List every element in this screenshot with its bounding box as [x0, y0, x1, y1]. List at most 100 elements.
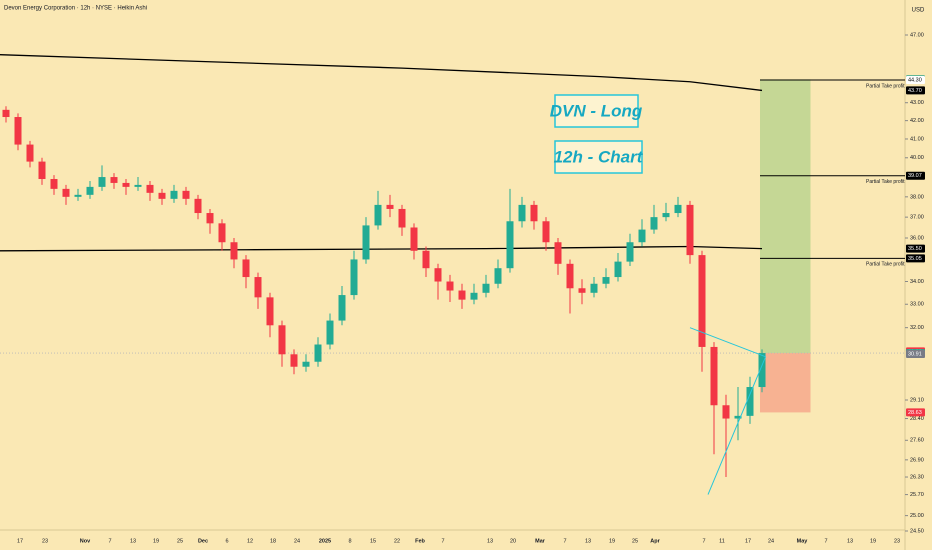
candle-body: [734, 415, 742, 419]
candle-body: [722, 405, 730, 419]
candle-body: [614, 261, 622, 278]
price-tag: [906, 171, 925, 180]
x-tick-label: 15: [370, 538, 376, 544]
x-tick-label: 22: [394, 538, 400, 544]
chart-title: Devon Energy Corporation · 12h · NYSE · …: [4, 6, 147, 12]
stop-zone: [760, 353, 811, 413]
x-tick-label: 24: [768, 538, 774, 544]
trend-line: [689, 327, 766, 358]
candle-body: [158, 192, 166, 199]
price-tag-label: 43.70: [908, 88, 922, 94]
x-tick-label: 12: [247, 538, 253, 544]
candle-body: [50, 179, 58, 189]
y-tick-label: 41.00: [910, 136, 924, 142]
x-tick-label: 7: [563, 538, 566, 544]
candle-body: [302, 361, 310, 367]
y-tick-label: 25.00: [910, 513, 924, 519]
x-tick-label: 13: [487, 538, 493, 544]
candle-body: [98, 177, 106, 187]
y-tick-label: 29.10: [910, 397, 924, 403]
price-tag: [906, 244, 925, 253]
candle-body: [242, 259, 250, 278]
candle-body: [278, 325, 286, 355]
y-tick-label: 28.40: [910, 416, 924, 422]
price-tag: [906, 350, 925, 359]
x-tick-label: 24: [294, 538, 300, 544]
x-tick-label: 17: [17, 538, 23, 544]
x-tick-label: 13: [847, 538, 853, 544]
x-tick-label: 7: [824, 538, 827, 544]
x-tick-label: 2025: [319, 538, 331, 544]
candle-body: [218, 223, 226, 243]
level-label: Partial Take profit: [866, 83, 905, 89]
price-tag-label: 44.30: [908, 77, 922, 83]
price-tag: [906, 86, 925, 95]
candle-body: [230, 242, 238, 260]
candle-body: [2, 109, 10, 118]
currency: USD: [912, 8, 925, 14]
price-tag: [906, 76, 925, 85]
note-box: [554, 94, 639, 128]
candle-body: [410, 227, 418, 251]
price-tag-label: 35.50: [908, 246, 922, 252]
x-tick-label: Apr: [650, 538, 660, 544]
candle-body: [170, 190, 178, 199]
candle-body: [434, 268, 442, 282]
candle-body: [566, 263, 574, 289]
x-tick-label: 25: [177, 538, 183, 544]
y-tick-label: 47.00: [910, 32, 924, 38]
candle-body: [674, 204, 682, 214]
x-tick-label: 23: [42, 538, 48, 544]
candle-body: [338, 295, 346, 321]
candle-body: [362, 225, 370, 260]
candle-body: [638, 229, 646, 243]
candle-body: [290, 354, 298, 367]
candle-body: [326, 320, 334, 345]
x-tick-label: 25: [632, 538, 638, 544]
candle-body: [494, 268, 502, 284]
candle-body: [122, 182, 130, 187]
x-tick-label: Feb: [415, 538, 425, 544]
candle-body: [206, 213, 214, 224]
candle-body: [422, 250, 430, 269]
candle-body: [554, 242, 562, 264]
x-tick-label: 7: [702, 538, 705, 544]
y-tick-label: 34.00: [910, 279, 924, 285]
candle-body: [602, 277, 610, 284]
candle-body: [14, 117, 22, 145]
price-tag-label: 39.07: [908, 173, 922, 179]
candle-body: [530, 204, 538, 222]
candle-body: [266, 297, 274, 326]
y-tick-label: 42.00: [910, 118, 924, 124]
candle-body: [446, 281, 454, 291]
candle-body: [746, 387, 754, 416]
y-tick-label: 24.50: [910, 528, 924, 534]
candle-body: [662, 213, 670, 218]
note-box: [554, 140, 643, 174]
x-tick-label: 13: [585, 538, 591, 544]
candle-body: [314, 344, 322, 362]
candle-body: [386, 204, 394, 209]
y-tick-label: 40.00: [910, 155, 924, 161]
candle-body: [758, 353, 766, 388]
x-tick-label: 20: [510, 538, 516, 544]
candle-body: [542, 221, 550, 243]
candle-body: [458, 290, 466, 300]
x-tick-label: 7: [441, 538, 444, 544]
price-tag-label: 35.05: [908, 256, 922, 262]
candle-body: [650, 217, 658, 230]
y-tick-label: 37.00: [910, 215, 924, 221]
x-tick-label: 19: [153, 538, 159, 544]
x-tick-label: 23: [894, 538, 900, 544]
note: 12h - Chart: [554, 147, 644, 166]
candle-body: [146, 184, 154, 193]
level-label: Partial Take profit: [866, 179, 905, 185]
candle-body: [482, 283, 490, 293]
candle-body: [350, 259, 358, 296]
x-tick-label: May: [797, 538, 809, 544]
candle-body: [470, 292, 478, 300]
x-tick-label: 19: [870, 538, 876, 544]
candle-body: [506, 221, 514, 269]
target-zone: [760, 79, 811, 354]
trend-line: [707, 356, 767, 495]
